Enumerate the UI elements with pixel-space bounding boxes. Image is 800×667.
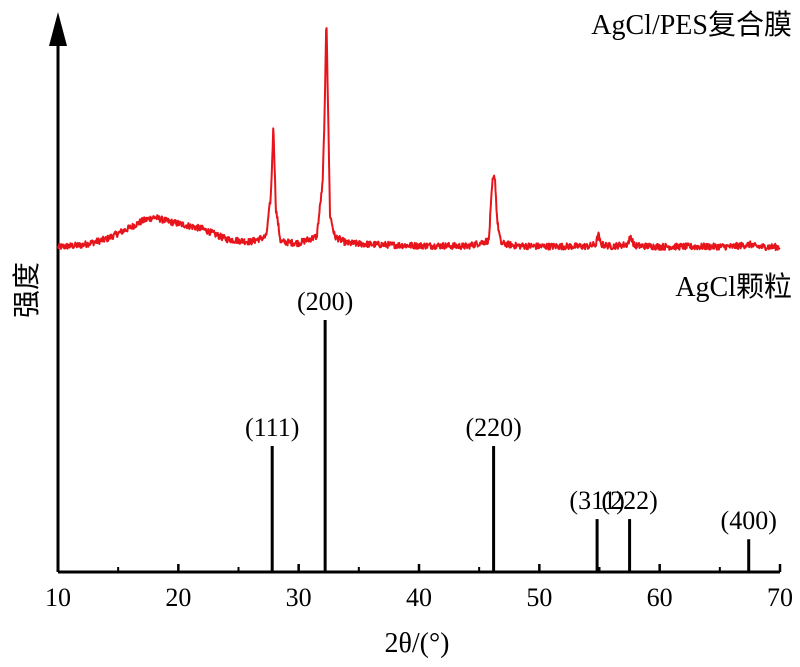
peak-label: (222) <box>601 486 657 515</box>
reference-pattern: (111) (200) (220) (311)(222) (400) <box>245 287 777 572</box>
axes <box>49 12 780 574</box>
x-tick-label: 10 <box>45 583 71 612</box>
x-tick-label: 40 <box>406 583 432 612</box>
peak-label: (200) <box>297 287 353 316</box>
x-tick-label: 30 <box>286 583 312 612</box>
y-axis-arrow <box>49 12 67 46</box>
composite-membrane-line <box>57 27 781 252</box>
peak-label: (220) <box>465 413 521 442</box>
peak-label: (311) <box>569 486 624 515</box>
composite-membrane-pattern <box>57 27 781 252</box>
x-ticks: 10 20 30 40 50 60 70 <box>45 564 793 612</box>
x-tick-label: 50 <box>526 583 552 612</box>
x-tick-label: 60 <box>647 583 673 612</box>
series-label-composite: AgCl/PES复合膜 <box>591 9 792 41</box>
y-axis-title: 强度 <box>11 262 43 318</box>
series-label-particles: AgCl颗粒 <box>675 271 792 303</box>
x-tick-label: 20 <box>165 583 191 612</box>
x-axis-title: 2θ/(°) <box>384 628 449 659</box>
peak-label: (111) <box>245 413 299 442</box>
chart-text: AgCl/PES复合膜 AgCl颗粒 2θ/(°) 强度 <box>11 9 792 659</box>
x-tick-label: 70 <box>767 583 793 612</box>
peak-label: (400) <box>721 506 777 535</box>
